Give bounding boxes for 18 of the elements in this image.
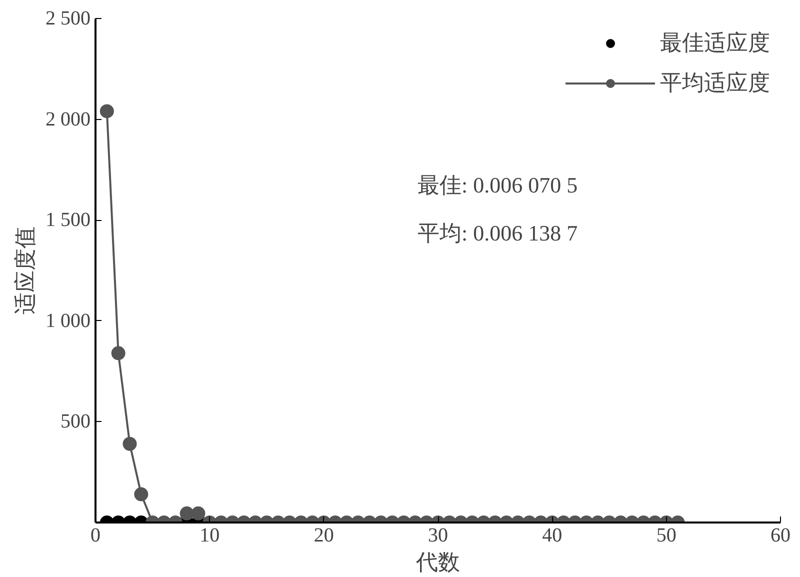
x-axis-title: 代数 (415, 550, 460, 574)
y-tick-label: 2 000 (46, 108, 90, 130)
x-tick-label: 50 (656, 524, 676, 546)
x-tick-label: 0 (90, 524, 100, 546)
legend-label: 平均适应度 (660, 69, 770, 97)
y-tick-label: 2 500 (46, 8, 90, 30)
x-tick-label: 20 (314, 524, 334, 546)
x-tick-label: 60 (770, 524, 790, 546)
annotation: 最佳: 0.006 070 5 (418, 172, 578, 198)
y-tick-label: 500 (60, 410, 90, 433)
x-tick-label: 30 (428, 524, 448, 546)
x-tick-label: 40 (542, 524, 562, 546)
y-axis-title: 适应度值 (12, 226, 38, 314)
legend-label: 最佳适应度 (660, 29, 770, 57)
x-tick-label: 10 (200, 524, 220, 546)
y-tick-label: 1 500 (46, 209, 90, 232)
y-tick-label: 1 000 (46, 310, 90, 332)
annotation: 平均: 0.006 138 7 (418, 220, 578, 246)
